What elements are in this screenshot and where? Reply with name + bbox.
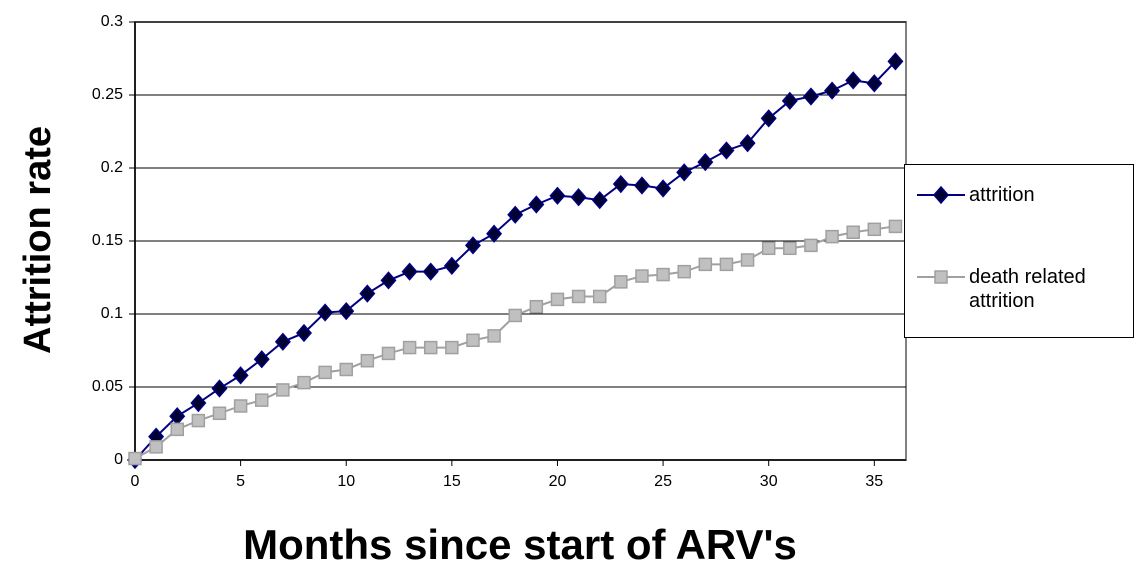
marker [128,451,142,466]
marker [297,375,311,390]
y-tick-label: 0.25 [92,86,123,103]
marker [614,275,628,289]
marker [592,289,607,304]
marker [612,174,629,194]
x-tick-label: 20 [549,473,567,490]
marker [656,267,670,282]
y-tick-label: 0.15 [92,232,123,249]
marker [718,141,735,160]
marker [676,163,693,182]
marker [338,301,355,321]
marker [570,188,587,207]
legend-item: attrition [905,183,1119,207]
y-axis-title: Attrition rate [17,126,59,354]
marker [867,222,882,237]
marker [422,262,439,281]
marker [380,271,397,290]
marker [698,257,713,272]
marker [211,379,228,398]
marker [719,257,734,272]
marker [464,236,481,255]
y-tick-label: 0.3 [101,13,123,30]
marker [445,340,459,355]
legend-label: death related attrition [969,266,1086,312]
legend-swatch [917,185,965,205]
x-tick-label: 10 [337,473,355,490]
marker [212,406,227,421]
legend-label: attrition [969,184,1035,206]
marker [550,292,565,307]
marker [591,190,608,210]
marker [232,366,249,385]
legend-item: death related attrition [905,265,1119,313]
marker [697,153,714,172]
legend: attrition death related attrition [904,164,1134,338]
y-tick-label: 0.1 [101,305,123,322]
marker [529,299,544,314]
marker [317,303,334,322]
marker [740,253,755,267]
marker [887,52,904,71]
y-tick-label: 0.2 [101,159,123,176]
marker [739,134,756,153]
marker [381,346,396,361]
y-tick-label: 0.05 [92,378,123,395]
marker [781,91,798,110]
marker [466,333,480,348]
y-tick-label: 0 [114,451,123,468]
marker [508,308,522,323]
marker [274,332,291,351]
marker [934,270,948,284]
marker [401,262,418,281]
marker [359,284,376,303]
marker [888,219,903,234]
marker [295,323,312,343]
marker [423,340,438,355]
x-tick-label: 30 [760,473,778,490]
marker [655,179,672,198]
x-tick-label: 5 [236,473,245,490]
marker [824,81,841,100]
legend-swatch [917,270,965,284]
marker [339,362,353,377]
x-tick-label: 25 [654,473,672,490]
marker [191,413,206,428]
marker [761,241,776,256]
marker [487,329,501,343]
x-axis-title: Months since start of ARV's [243,521,797,568]
marker [804,238,818,253]
marker [190,393,207,413]
marker [846,225,860,239]
marker [825,229,839,244]
marker [170,422,184,437]
marker [802,87,819,106]
marker [233,399,248,413]
marker [933,185,949,205]
marker [528,195,545,214]
marker [783,241,797,256]
marker [760,109,777,128]
marker [318,365,332,380]
x-tick-label: 0 [131,473,140,490]
marker [549,186,566,205]
marker [149,440,163,454]
marker [635,269,649,283]
marker [633,176,650,195]
marker [677,264,691,279]
marker [845,71,862,90]
marker [507,205,524,224]
x-tick-label: 15 [443,473,461,490]
marker [486,224,503,243]
marker [254,393,269,407]
marker [443,256,460,275]
marker [402,340,417,355]
marker [360,353,375,368]
marker [276,383,290,397]
marker [253,350,270,369]
marker [866,74,883,93]
x-tick-label: 35 [865,473,883,490]
marker [571,289,586,304]
